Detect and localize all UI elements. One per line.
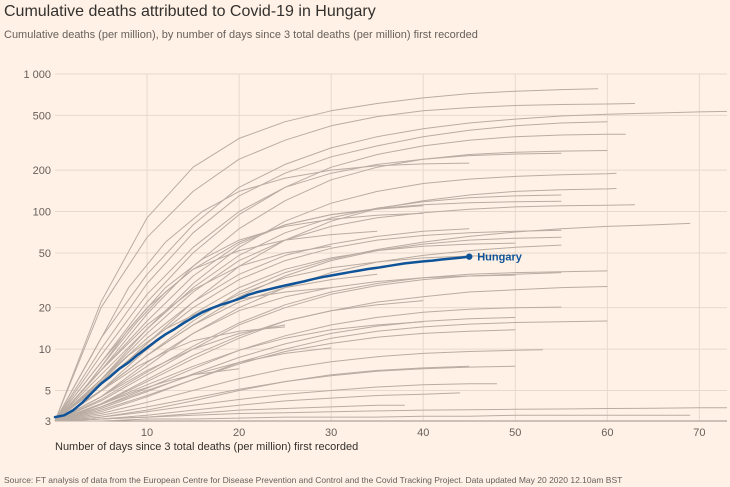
y-tick-label: 1 000 — [23, 69, 51, 81]
y-tick-label: 10 — [39, 344, 51, 356]
country-line — [54, 407, 728, 422]
country-line — [54, 329, 516, 422]
x-tick-label: 70 — [693, 427, 705, 439]
x-axis-label: Number of days since 3 total deaths (per… — [55, 441, 358, 453]
country-line — [54, 245, 332, 422]
country-line — [54, 204, 635, 422]
y-tick-label: 200 — [33, 165, 51, 177]
y-tick-label: 20 — [39, 303, 51, 315]
country-line — [54, 324, 286, 422]
x-axis-ticks: 10 20 30 40 50 60 70 — [141, 427, 706, 439]
country-line — [54, 222, 691, 422]
country-line — [54, 121, 608, 422]
country-line — [54, 110, 728, 422]
country-line — [54, 274, 516, 422]
country-line — [54, 254, 516, 422]
country-line — [54, 365, 470, 422]
country-line — [54, 320, 608, 422]
country-line — [54, 392, 461, 422]
hungary-series: Hungary — [53, 252, 523, 419]
country-line — [54, 383, 497, 422]
country-line — [54, 349, 543, 422]
y-tick-label: 50 — [39, 248, 51, 260]
country-line — [54, 368, 240, 422]
country-line — [54, 242, 516, 422]
country-line — [54, 162, 470, 422]
x-tick-label: 20 — [233, 427, 245, 439]
country-line — [54, 306, 562, 422]
source-note: Source: FT analysis of data from the Eur… — [4, 475, 623, 485]
country-line — [54, 236, 562, 422]
country-line — [54, 228, 470, 422]
chart-title: Cumulative deaths attributed to Covid-19… — [4, 3, 376, 20]
y-tick-label: 500 — [33, 110, 51, 122]
hungary-line — [53, 255, 471, 419]
country-line — [54, 270, 608, 422]
country-line — [54, 103, 635, 422]
country-line — [54, 133, 626, 422]
y-tick-label: 3 — [45, 416, 51, 428]
country-line — [54, 229, 562, 422]
country-line — [54, 194, 562, 422]
country-line — [54, 88, 599, 422]
country-line — [55, 414, 691, 422]
y-tick-label: 5 — [45, 385, 51, 397]
hungary-label: Hungary — [477, 252, 523, 264]
x-tick-label: 50 — [509, 427, 521, 439]
x-tick-label: 40 — [417, 427, 429, 439]
country-line — [54, 230, 378, 422]
y-axis-ticks: 3 5 10 20 50 100 200 500 1 000 — [23, 69, 51, 428]
country-line — [54, 300, 424, 422]
x-tick-label: 30 — [325, 427, 337, 439]
country-line — [54, 273, 378, 422]
other-countries-lines — [54, 88, 728, 422]
country-line — [54, 172, 617, 422]
country-line — [54, 321, 424, 422]
country-line — [54, 150, 608, 422]
hungary-endpoint — [466, 253, 473, 260]
y-tick-label: 100 — [33, 207, 51, 219]
chart-subtitle: Cumulative deaths (per million), by numb… — [4, 29, 478, 41]
country-line — [54, 316, 516, 422]
country-line — [54, 326, 286, 422]
x-tick-label: 60 — [601, 427, 613, 439]
x-tick-label: 10 — [141, 427, 153, 439]
country-line — [54, 212, 424, 422]
country-line — [54, 152, 562, 422]
